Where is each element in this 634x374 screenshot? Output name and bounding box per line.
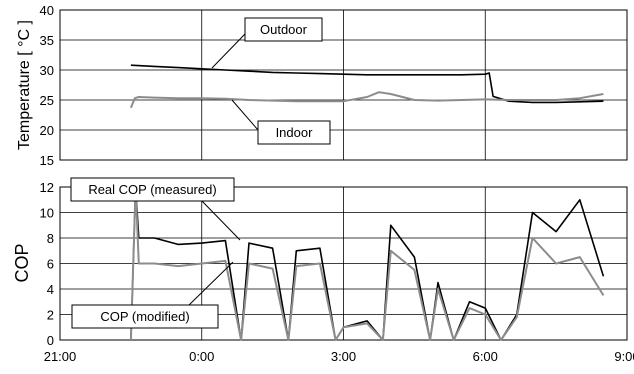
cop-x-tick-label-2: 3:00 <box>331 349 356 364</box>
cop-grid <box>59 186 628 341</box>
cop-y-tick-label-2: 4 <box>47 282 54 297</box>
cop-modified-line <box>129 186 605 341</box>
indoor-callout-leader <box>231 99 259 131</box>
cop-modified-callout-box <box>71 304 219 329</box>
cop-y-tick-label-5: 10 <box>40 206 54 221</box>
indoor-callout-box <box>257 120 331 145</box>
cop-modified-callout-leader <box>187 261 234 307</box>
outdoor-line <box>130 64 604 104</box>
temperature-grid <box>59 9 628 161</box>
outdoor-callout-label: Outdoor <box>260 22 308 37</box>
temperature-y-tick-label-4: 35 <box>40 33 54 48</box>
cop-series <box>129 186 605 341</box>
cop-y-tick-label-0: 0 <box>47 333 54 348</box>
real-cop-callout-box <box>70 177 235 202</box>
temperature-y-tick-label-5: 40 <box>40 3 54 18</box>
temperature-y-axis-label: Temperature [ °C ] <box>16 20 33 150</box>
cop-x-tick-label-1: 0:00 <box>189 349 214 364</box>
temperature-series <box>129 64 604 109</box>
cop-y-tick-label-6: 12 <box>40 180 54 195</box>
cop-modified-callout-label: COP (modified) <box>100 309 189 324</box>
outdoor-callout-leader <box>211 33 246 69</box>
real-cop-callout-leader <box>199 198 241 241</box>
cop-y-tick-label-1: 2 <box>47 308 54 323</box>
temperature-y-tick-label-2: 25 <box>40 93 54 108</box>
indoor-line <box>129 91 604 109</box>
indoor-callout-label: Indoor <box>276 125 314 140</box>
temperature-y-ticks: 15 20 25 30 35 40 <box>40 3 54 168</box>
temperature-y-tick-label-1: 20 <box>40 123 54 138</box>
real-cop-callout-label: Real COP (measured) <box>88 182 216 197</box>
temperature-y-tick-label-3: 30 <box>40 63 54 78</box>
cop-y-tick-label-4: 8 <box>47 231 54 246</box>
cop-x-tick-label-0: 21:00 <box>44 349 77 364</box>
cop-panel: 0 2 4 6 8 10 12 21:00 0:00 3:00 6:00 9:00 COP Real… <box>12 177 634 364</box>
cop-y-ticks: 0 2 4 6 8 10 12 <box>40 180 54 348</box>
outdoor-callout-box <box>244 17 323 42</box>
cop-x-tick-label-3: 6:00 <box>473 349 498 364</box>
cop-x-ticks: 21:00 0:00 3:00 6:00 9:00 <box>44 349 634 364</box>
cop-y-axis-label: COP <box>12 243 32 282</box>
cop-x-tick-label-4: 9:00 <box>614 349 634 364</box>
temperature-y-tick-label-0: 15 <box>40 153 54 168</box>
cop-y-tick-label-3: 6 <box>47 257 54 272</box>
